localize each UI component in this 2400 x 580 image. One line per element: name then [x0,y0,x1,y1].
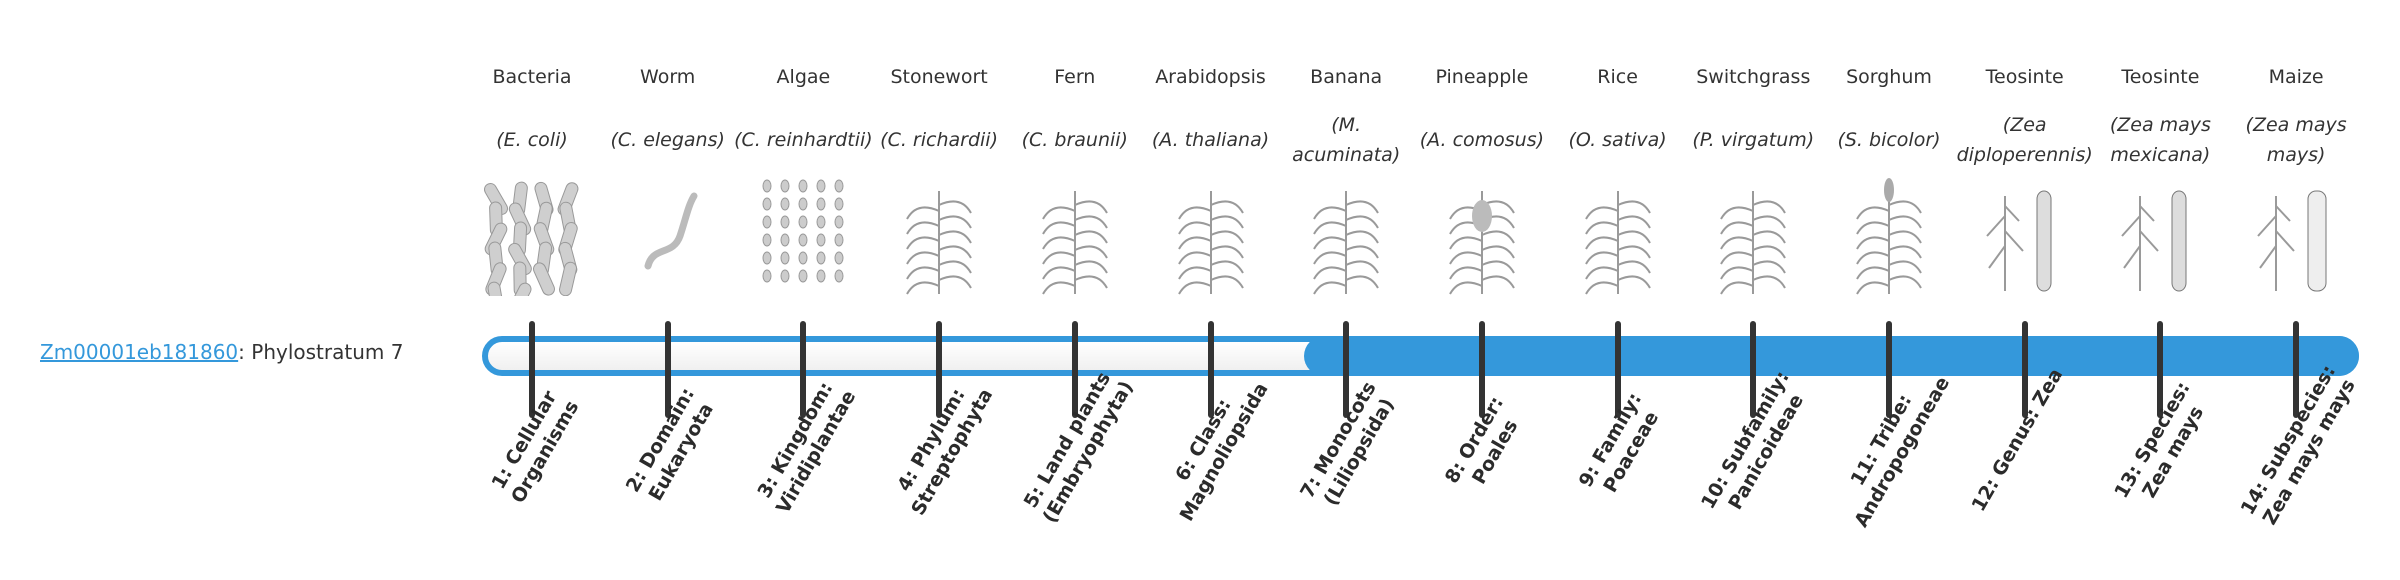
fern-icon [1025,176,1125,296]
stratum-tick [936,321,943,418]
gene-label: Zm00001eb181860: Phylostratum 7 [40,340,403,364]
organism-species: (C. richardii) [880,129,998,151]
stratum-tick [2157,321,2164,418]
stratum-label: 12: Genus: Zea [1967,364,2067,516]
organism-name: Arabidopsis [1155,66,1266,88]
organism-species: (Zea mays mexicana) [2109,114,2211,166]
sorghum-icon [1839,176,1939,296]
stratum-label: 10: Subfamily: Panicoideae [1697,367,1809,514]
phylostratum-text: : Phylostratum 7 [238,340,404,364]
stratum-tick [1343,321,1350,418]
pineapple-icon [1432,176,1532,296]
rice-plant-icon [1568,176,1668,296]
organism-species: (S. bicolor) [1837,129,1941,151]
organism-name: Switchgrass [1696,66,1811,88]
stratum-tick [1750,321,1757,418]
worm-icon [618,176,718,296]
stratum-tick [1886,321,1892,418]
organism-name: Bacteria [492,66,572,88]
organism-species: (C. elegans) [610,129,725,151]
stratum-label: 13: Species: Zea mays [2110,378,2209,502]
stratum-tick [1478,321,1485,418]
organism-name: Pineapple [1435,66,1529,88]
organism-species: (P. virgatum) [1692,129,1815,151]
stratum-tick [1071,321,1078,418]
teosinte-icon [2110,176,2210,296]
gene-id-link[interactable]: Zm00001eb181860 [40,340,239,364]
organism-species: (C. braunii) [1021,129,1128,151]
organism-species: (Zea mays mays) [2245,114,2347,166]
algae-icon [753,176,853,296]
stratum-tick [529,321,535,418]
stratum-tick [800,321,807,418]
teosinte-icon [1975,176,2075,296]
organism-name: Teosinte [1985,66,2064,88]
maize-icon [2246,176,2346,296]
organism-name: Teosinte [2121,66,2200,88]
stonewort-icon [889,176,989,296]
stratum-tick [2021,321,2028,418]
stratum-tick [664,321,671,418]
switchgrass-icon [1703,176,1803,296]
stratum-tick [1614,321,1621,418]
arabidopsis-icon [1161,176,1261,296]
stratum-tick [2293,321,2300,418]
organism-name: Banana [1310,66,1383,88]
bacteria-icon [482,176,582,317]
organism-species: (C. reinhardtii) [734,129,873,151]
organism-species: (E. coli) [496,129,568,151]
organism-species: (A. thaliana) [1151,129,1270,151]
organism-name: Worm [640,66,696,88]
stratum-tick [1207,321,1214,418]
organism-name: Stonewort [890,66,988,88]
stratum-label: 3: Kingdom: Viridiplantae [753,378,861,518]
organism-name: Maize [2268,66,2324,88]
organism-species: (M. acuminata) [1292,114,1401,166]
organism-name: Fern [1054,66,1096,88]
organism-name: Rice [1597,66,1638,88]
organism-name: Sorghum [1846,66,1932,88]
organism-species: (A. comosus) [1419,129,1545,151]
organism-species: (Zea diploperennis) [1956,114,2093,166]
organism-name: Algae [776,66,831,88]
organism-species: (O. sativa) [1568,129,1667,151]
banana-plant-icon [1296,176,1396,296]
